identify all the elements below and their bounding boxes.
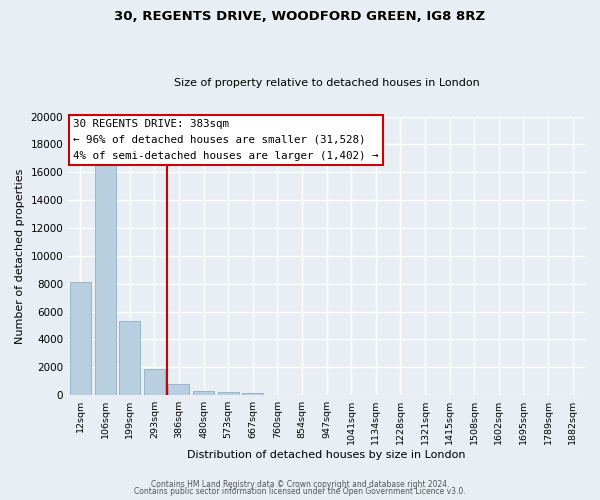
- Text: 30, REGENTS DRIVE, WOODFORD GREEN, IG8 8RZ: 30, REGENTS DRIVE, WOODFORD GREEN, IG8 8…: [115, 10, 485, 23]
- Bar: [70, 282, 91, 395]
- Text: Contains public sector information licensed under the Open Government Licence v3: Contains public sector information licen…: [134, 487, 466, 496]
- Bar: [119, 322, 140, 395]
- Bar: [169, 384, 190, 395]
- Bar: [242, 393, 263, 395]
- Bar: [144, 370, 165, 395]
- Text: 30 REGENTS DRIVE: 383sqm
← 96% of detached houses are smaller (31,528)
4% of sem: 30 REGENTS DRIVE: 383sqm ← 96% of detach…: [73, 120, 379, 160]
- Text: Contains HM Land Registry data © Crown copyright and database right 2024.: Contains HM Land Registry data © Crown c…: [151, 480, 449, 489]
- Bar: [95, 166, 116, 395]
- Title: Size of property relative to detached houses in London: Size of property relative to detached ho…: [174, 78, 479, 88]
- Bar: [193, 391, 214, 395]
- X-axis label: Distribution of detached houses by size in London: Distribution of detached houses by size …: [187, 450, 466, 460]
- Bar: [218, 392, 239, 395]
- Y-axis label: Number of detached properties: Number of detached properties: [15, 168, 25, 344]
